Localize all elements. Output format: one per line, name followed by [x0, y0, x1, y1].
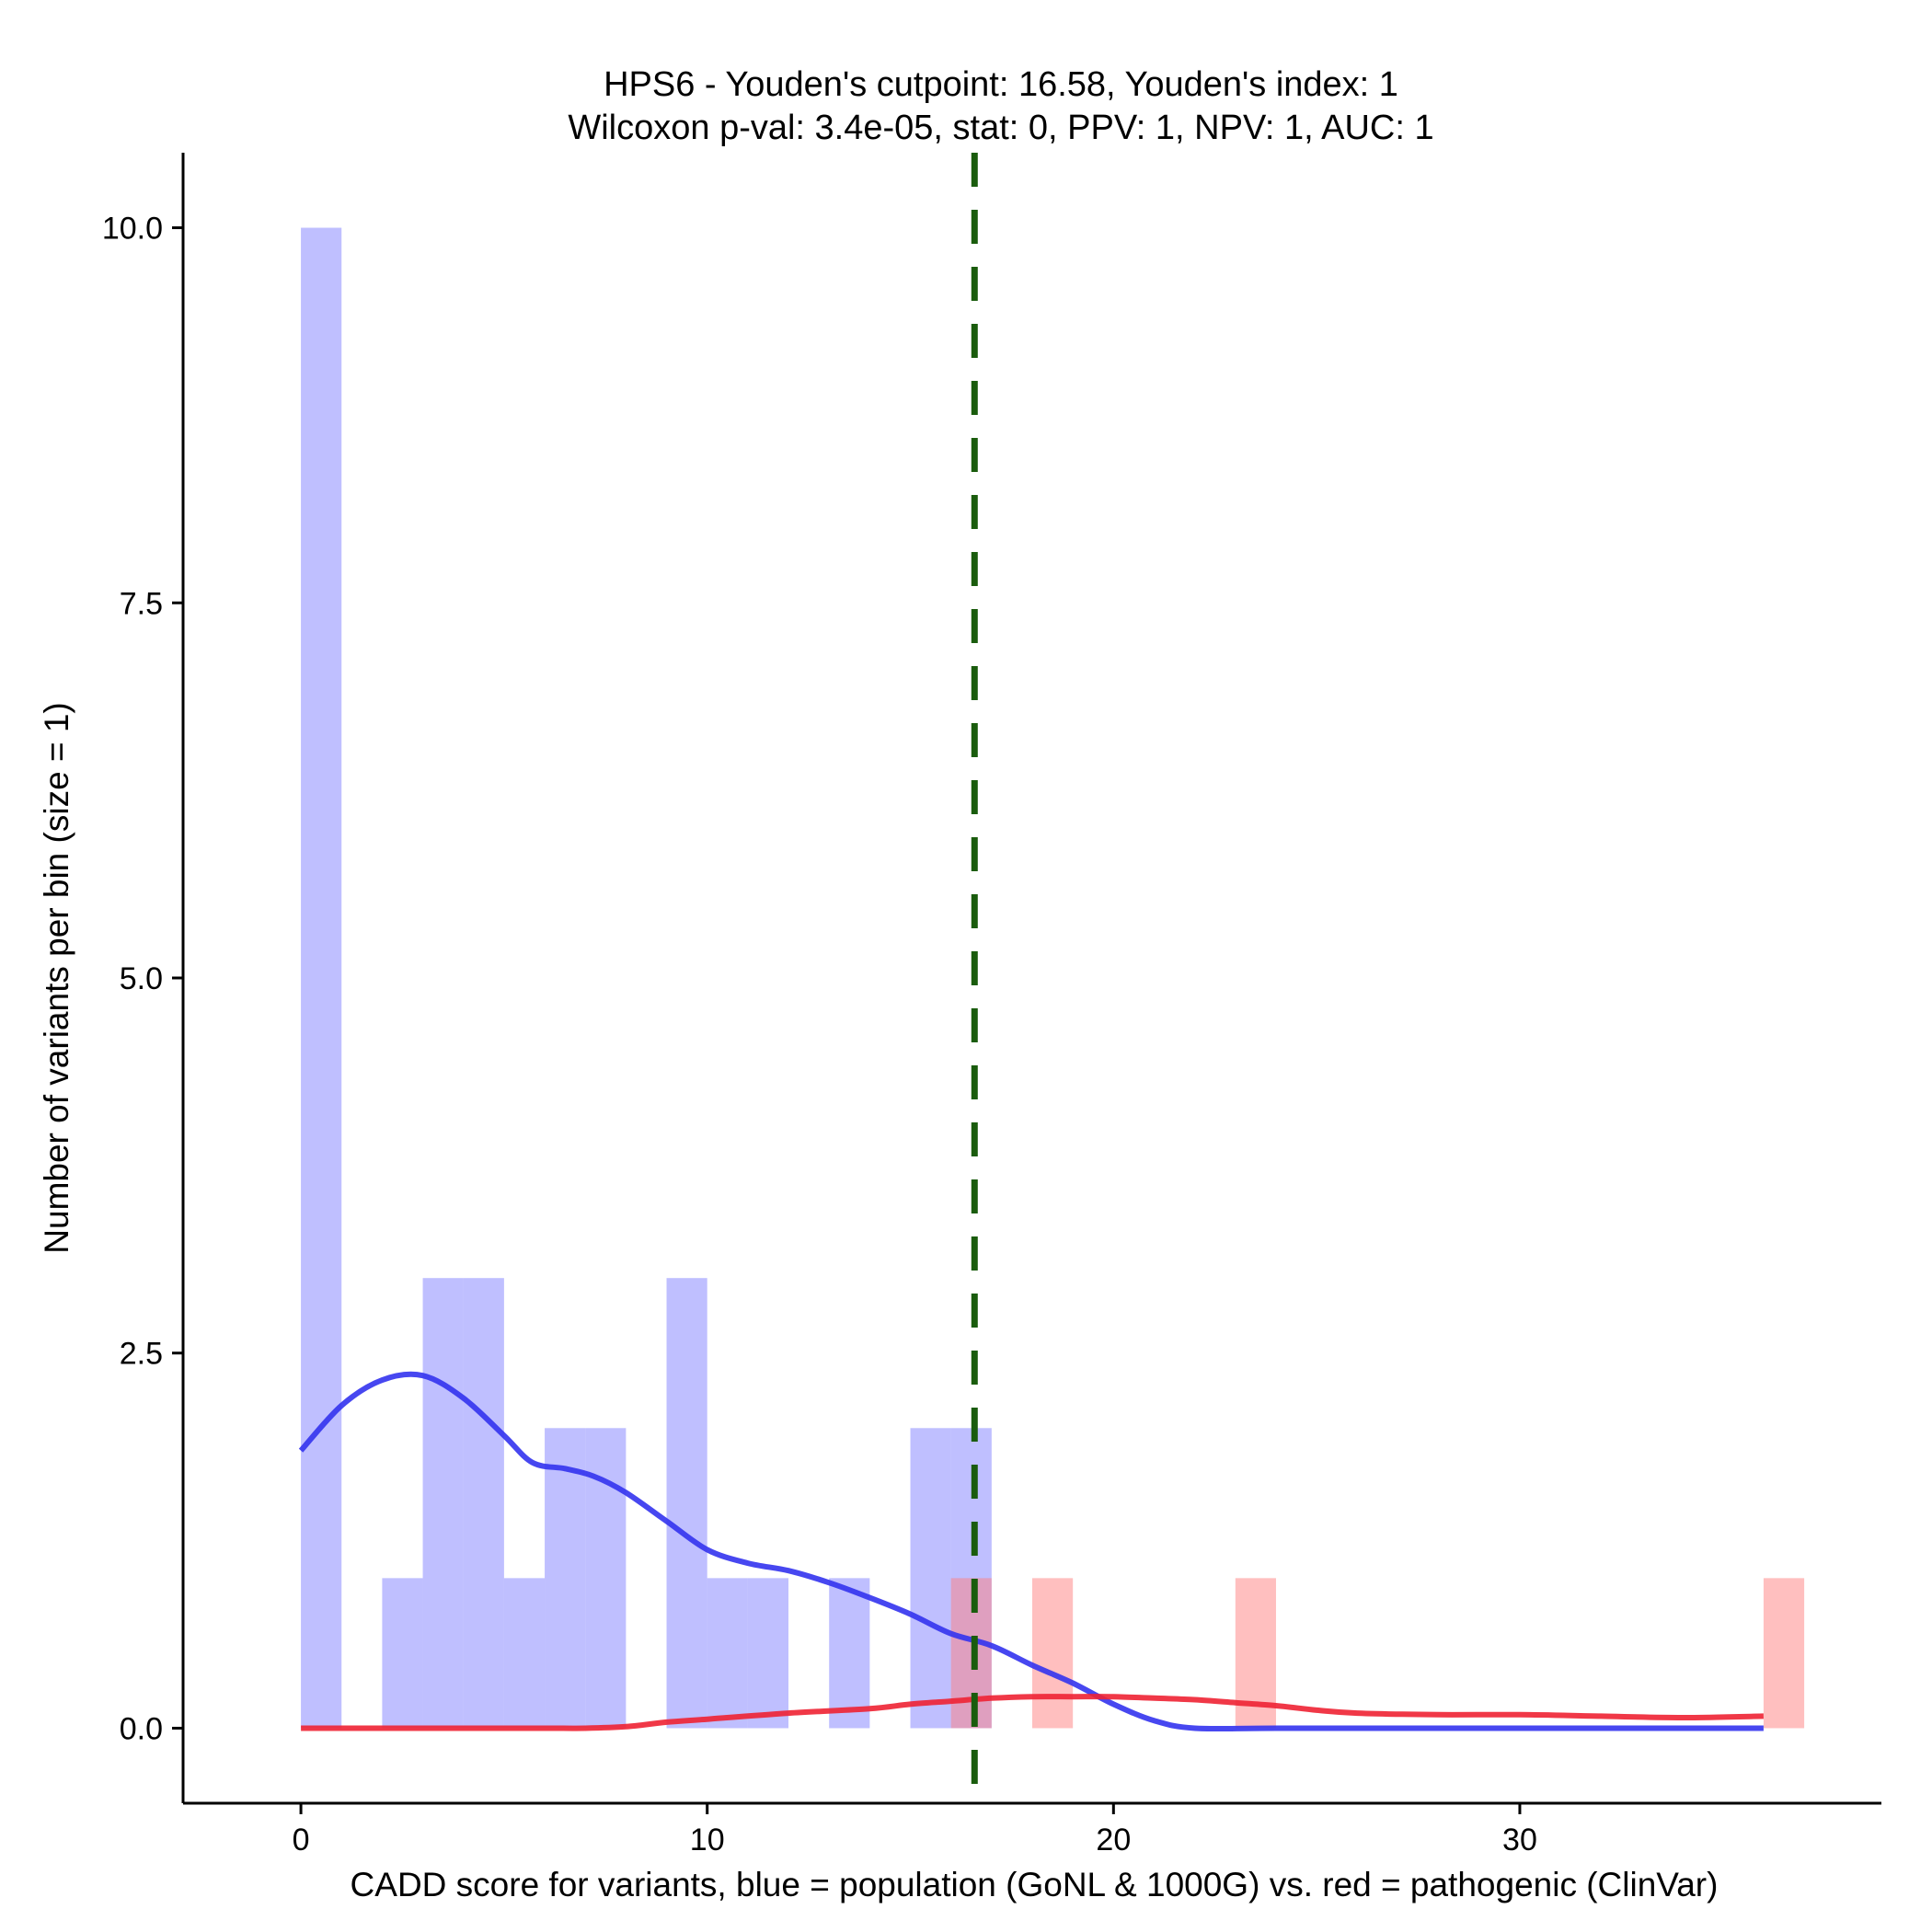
bar-pathogenic-18: [1032, 1578, 1074, 1729]
x-axis-label: CADD score for variants, blue = populati…: [351, 1866, 1719, 1903]
bar-population-3: [422, 1278, 464, 1729]
density-curve-pathogenic: [301, 1694, 1764, 1731]
y-tick-label: 7.5: [120, 586, 163, 621]
y-axis-ticks: 0.0 2.5 5.0 7.5 10.0: [102, 212, 183, 1746]
y-tick-label: 2.5: [120, 1337, 163, 1372]
x-tick-label: 10: [690, 1823, 725, 1857]
chart-subtitle: Wilcoxon p-val: 3.4e-05, stat: 0, PPV: 1…: [568, 109, 1433, 147]
bar-population-6: [545, 1428, 586, 1729]
bar-population-2: [382, 1578, 423, 1729]
y-axis-label: Number of variants per bin (size = 1): [38, 702, 75, 1253]
bar-pathogenic-36: [1763, 1578, 1805, 1729]
bar-population-15: [910, 1428, 951, 1729]
chart-title: HPS6 - Youden's cutpoint: 16.58, Youden'…: [604, 65, 1398, 104]
x-tick-label: 0: [293, 1823, 310, 1857]
bar-population-0: [301, 227, 342, 1729]
bar-population-9: [666, 1278, 707, 1729]
density-curves: [298, 1371, 1764, 1732]
x-tick-label: 30: [1502, 1823, 1537, 1857]
bar-population-11: [747, 1578, 789, 1729]
x-axis-ticks: 0 10 20 30: [293, 1803, 1537, 1857]
y-tick-label: 0.0: [120, 1711, 163, 1746]
bar-pathogenic-16: [950, 1578, 992, 1729]
bar-population-4: [463, 1278, 504, 1729]
y-tick-label: 10.0: [102, 212, 163, 247]
histogram-bars: [301, 227, 1805, 1729]
x-tick-label: 20: [1096, 1823, 1131, 1857]
density-curve-population: [298, 1371, 1764, 1732]
bar-population-13: [829, 1578, 870, 1729]
bar-population-10: [707, 1578, 748, 1729]
bar-population-5: [503, 1578, 546, 1729]
y-tick-label: 5.0: [120, 961, 163, 996]
